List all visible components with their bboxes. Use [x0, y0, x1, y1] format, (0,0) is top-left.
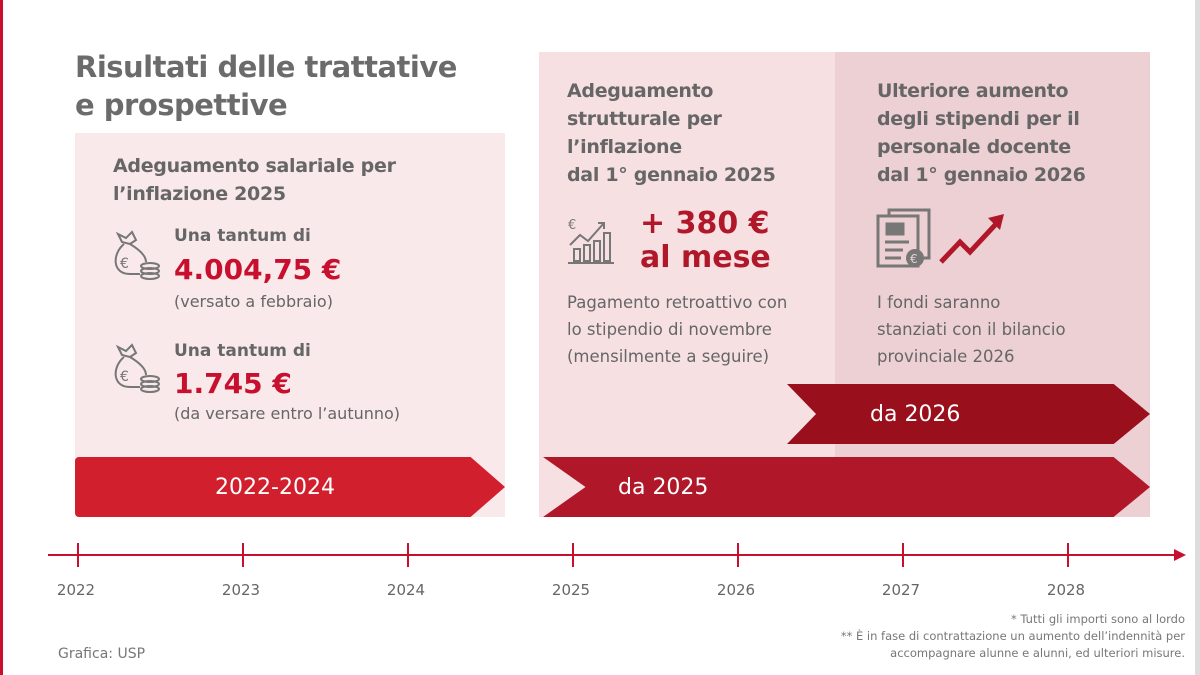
panel-2025 [539, 52, 835, 517]
graphic-credit: Grafica: USP [58, 646, 146, 662]
amount-line: + 380 € [640, 206, 770, 241]
footnotes: * Tutti gli importi sono al lordo ** È i… [841, 611, 1185, 662]
timeline-arrowhead [1174, 549, 1186, 561]
heading-line: l’inflazione 2025 [113, 183, 286, 205]
year-label: 2027 [881, 581, 921, 599]
tantum-note: (versato a febbraio) [174, 292, 333, 311]
year-label: 2024 [386, 581, 426, 599]
body-line: provinciale 2026 [877, 347, 1015, 366]
timeline-tick [77, 543, 79, 567]
right-body: I fondi saranno stanziati con il bilanci… [877, 289, 1066, 370]
timeline-tick [407, 543, 409, 567]
footnote: accompagnare alunne e alunni, ed ulterio… [890, 646, 1185, 660]
tantum-label: Una tantum di [174, 226, 311, 246]
year-label: 2028 [1046, 581, 1086, 599]
arrow-label: da 2026 [870, 401, 961, 427]
year-label: 2023 [221, 581, 261, 599]
year-label: 2026 [716, 581, 756, 599]
trend-up-arrow-icon [939, 214, 1004, 264]
title-line: e prospettive [75, 88, 288, 122]
timeline-tick [572, 543, 574, 567]
middle-heading: Adeguamento strutturale per l’inflazione… [567, 77, 776, 189]
heading-line: l’inflazione [567, 136, 682, 158]
period-arrow-2025: da 2025 [543, 457, 1150, 517]
body-line: lo stipendio di novembre [567, 320, 772, 339]
tantum-note: (da versare entro l’autunno) [174, 404, 401, 423]
panel-2022-2024 [75, 133, 505, 517]
monthly-amount: + 380 € al mese [640, 207, 771, 275]
svg-text:€: € [120, 369, 129, 385]
arrow-label: da 2025 [618, 474, 709, 500]
tantum-amount: 1.745 € [174, 367, 292, 400]
heading-line: personale docente [877, 136, 1071, 158]
heading-line: dal 1° gennaio 2025 [567, 164, 776, 186]
amount-line: al mese [640, 240, 771, 275]
money-bag-coins-icon: € [114, 343, 160, 393]
right-edge [1195, 0, 1200, 675]
period-arrow-2022-2024: 2022-2024 [75, 457, 505, 517]
body-line: Pagamento retroattivo con [567, 293, 788, 312]
title-line: Risultati delle trattative [75, 50, 457, 84]
footnote: ** È in fase di contrattazione un aument… [840, 629, 1185, 643]
body-line: (mensilmente a seguire) [567, 347, 770, 366]
right-heading: Ulteriore aumento degli stipendi per il … [877, 77, 1086, 189]
timeline-tick [737, 543, 739, 567]
timeline-tick [902, 543, 904, 567]
heading-line: degli stipendi per il [877, 108, 1080, 130]
body-line: I fondi saranno [877, 293, 1001, 312]
growth-chart-euro-icon: € [568, 218, 614, 264]
heading-line: Adeguamento [567, 80, 714, 102]
svg-text:€: € [120, 256, 129, 272]
year-label: 2022 [56, 581, 96, 599]
year-label: 2025 [551, 581, 591, 599]
svg-text:€: € [910, 252, 918, 266]
heading-line: strutturale per [567, 108, 722, 130]
budget-document-icon: € [876, 208, 931, 268]
timeline-tick [242, 543, 244, 567]
heading-line: Ulteriore aumento [877, 80, 1069, 102]
tantum-label: Una tantum di [174, 341, 311, 361]
period-arrow-2026: da 2026 [787, 384, 1150, 444]
heading-line: Adeguamento salariale per [113, 155, 396, 177]
middle-body: Pagamento retroattivo con lo stipendio d… [567, 289, 787, 370]
heading-line: dal 1° gennaio 2026 [877, 164, 1086, 186]
timeline-axis [48, 554, 1178, 556]
footnote: * Tutti gli importi sono al lordo [1010, 612, 1185, 626]
left-accent-bar [0, 0, 3, 675]
tantum-amount: 4.004,75 € [174, 253, 342, 286]
money-bag-coins-icon: € [114, 230, 160, 280]
arrow-label: 2022-2024 [215, 474, 335, 500]
body-line: stanziati con il bilancio [877, 320, 1066, 339]
svg-text:€: € [568, 218, 576, 233]
timeline-tick [1067, 543, 1069, 567]
page-title: Risultati delle trattative e prospettive [75, 48, 457, 124]
left-heading: Adeguamento salariale per l’inflazione 2… [113, 152, 396, 208]
